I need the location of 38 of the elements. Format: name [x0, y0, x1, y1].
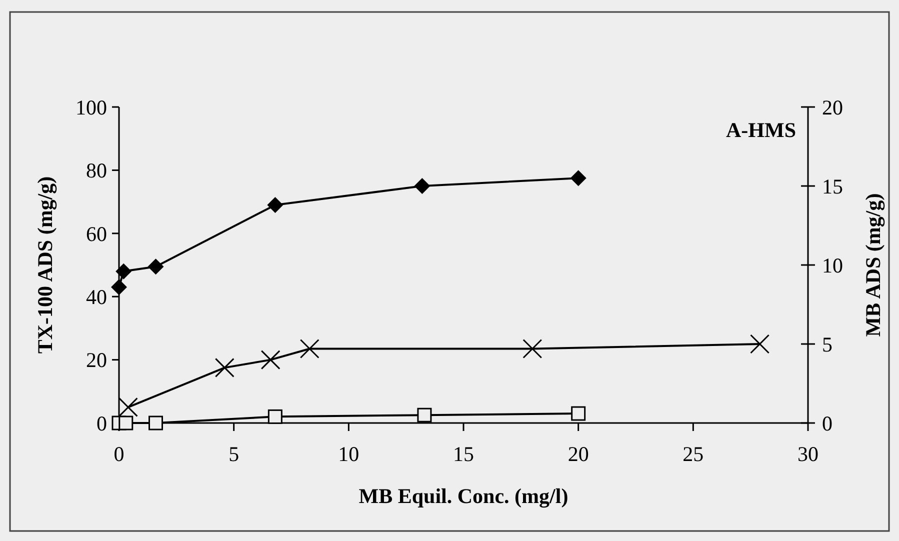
- y-axis-title: TX-100 ADS (mg/g): [33, 176, 57, 354]
- y2-tick-label: 20: [822, 95, 843, 120]
- y2-tick-label: 15: [822, 174, 843, 198]
- point: [268, 409, 282, 424]
- y2-tick-label: 0: [822, 411, 832, 436]
- y2-tick-label: 10: [822, 253, 843, 278]
- point: [267, 196, 284, 213]
- y-tick-label: 60: [86, 222, 107, 246]
- x-tick-label: 0: [114, 442, 124, 466]
- annotation: A-HMS: [726, 118, 796, 142]
- y2-tick-label: 5: [822, 332, 832, 356]
- point: [570, 170, 586, 186]
- point: [414, 178, 430, 194]
- point: [571, 406, 586, 421]
- point: [522, 338, 542, 358]
- point: [300, 338, 320, 358]
- y-tick-label: 80: [86, 158, 107, 183]
- point: [148, 416, 163, 430]
- x-axis-title: MB Equil. Conc. (mg/l): [358, 484, 568, 508]
- y-tick-label: 40: [86, 284, 107, 309]
- point: [116, 263, 132, 280]
- point: [750, 334, 770, 354]
- x-tick-label: 10: [338, 442, 360, 466]
- point: [118, 397, 138, 417]
- point: [214, 358, 234, 378]
- x-tick-label: 20: [568, 442, 589, 466]
- point: [148, 258, 164, 275]
- x-tick-label: 5: [228, 442, 240, 466]
- x-tick-label: 25: [682, 442, 704, 466]
- point: [417, 408, 432, 422]
- x-tick-label: 15: [453, 442, 474, 466]
- point: [111, 279, 127, 296]
- y-tick-label: 0: [96, 411, 107, 436]
- y2-axis-title: MB ADS (mg/g): [861, 193, 885, 337]
- y-tick-label: 20: [86, 348, 107, 372]
- x-tick-label: 30: [798, 442, 818, 466]
- y-tick-label: 100: [76, 95, 107, 120]
- point: [260, 350, 280, 370]
